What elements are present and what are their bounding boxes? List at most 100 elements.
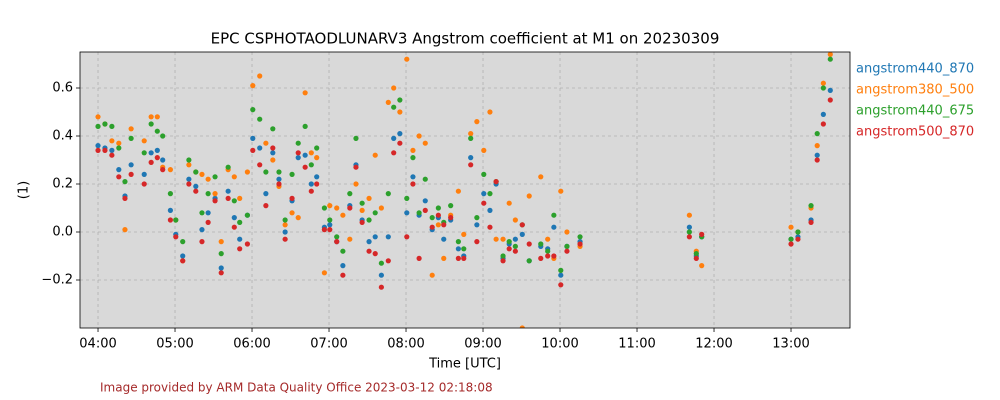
data-point	[270, 150, 276, 156]
data-point	[321, 270, 327, 276]
data-point	[225, 188, 231, 194]
data-point	[564, 243, 570, 249]
data-point	[186, 157, 192, 163]
data-point	[148, 159, 154, 165]
data-point	[314, 174, 320, 180]
data-point	[391, 104, 397, 110]
data-point	[154, 155, 160, 161]
data-point	[302, 164, 308, 170]
x-tick-label: 05:00	[156, 337, 193, 352]
data-point	[551, 224, 557, 230]
data-point	[263, 140, 269, 146]
data-point	[526, 193, 532, 199]
data-point	[347, 191, 353, 197]
data-point	[493, 236, 499, 242]
data-point	[564, 229, 570, 235]
data-point	[435, 222, 441, 228]
data-point	[378, 260, 384, 266]
data-point	[199, 210, 205, 216]
data-point	[225, 195, 231, 201]
data-point	[295, 155, 301, 161]
data-point	[340, 263, 346, 269]
data-point	[558, 282, 564, 288]
data-point	[193, 183, 199, 189]
data-point	[545, 248, 551, 254]
data-point	[448, 203, 454, 209]
data-point	[378, 284, 384, 290]
data-point	[686, 224, 692, 230]
data-point	[173, 217, 179, 223]
data-point	[808, 203, 814, 209]
data-point	[435, 212, 441, 218]
data-point	[827, 56, 833, 62]
data-point	[397, 140, 403, 146]
data-point	[289, 195, 295, 201]
data-point	[429, 215, 435, 221]
data-point	[257, 73, 263, 79]
data-point	[519, 325, 525, 328]
data-point	[128, 135, 134, 141]
data-point	[410, 181, 416, 187]
data-point	[205, 219, 211, 225]
data-point	[327, 203, 333, 209]
data-point	[461, 255, 467, 261]
data-point	[481, 171, 487, 177]
data-point	[378, 272, 384, 278]
data-point	[468, 155, 474, 161]
data-point	[353, 181, 359, 187]
data-point	[237, 236, 243, 242]
data-point	[231, 174, 237, 180]
data-point	[122, 227, 128, 233]
data-point	[814, 143, 820, 149]
data-point	[109, 147, 115, 153]
data-point	[814, 152, 820, 158]
data-point	[404, 56, 410, 62]
data-point	[788, 241, 794, 247]
data-point	[422, 207, 428, 213]
data-point	[500, 236, 506, 242]
data-point	[244, 241, 250, 247]
data-point	[538, 241, 544, 247]
data-point	[564, 248, 570, 254]
data-point	[461, 231, 467, 237]
data-point	[487, 109, 493, 115]
data-point	[545, 236, 551, 242]
data-point	[512, 217, 518, 223]
data-point	[167, 167, 173, 173]
data-point	[468, 131, 474, 137]
data-point	[109, 123, 115, 129]
data-point	[353, 135, 359, 141]
data-point	[686, 212, 692, 218]
data-point	[205, 176, 211, 182]
x-tick-label: 06:00	[233, 337, 270, 352]
data-point	[366, 195, 372, 201]
data-point	[359, 219, 365, 225]
data-point	[116, 174, 122, 180]
data-point	[327, 222, 333, 228]
data-point	[416, 210, 422, 216]
data-point	[551, 253, 557, 259]
data-point	[205, 210, 211, 216]
data-point	[506, 239, 512, 245]
data-point	[102, 121, 108, 127]
data-point	[340, 272, 346, 278]
data-point	[327, 227, 333, 233]
data-point	[385, 258, 391, 264]
data-point	[404, 195, 410, 201]
data-point	[263, 191, 269, 197]
data-point	[180, 258, 186, 264]
data-point	[359, 200, 365, 206]
data-point	[558, 188, 564, 194]
data-point	[353, 164, 359, 170]
data-point	[218, 270, 224, 276]
data-point	[429, 224, 435, 230]
data-point	[366, 248, 372, 254]
data-point	[435, 205, 441, 211]
data-point	[474, 215, 480, 221]
data-point	[808, 219, 814, 225]
data-point	[429, 272, 435, 278]
data-point	[199, 239, 205, 245]
data-point	[441, 222, 447, 228]
data-point	[186, 162, 192, 168]
